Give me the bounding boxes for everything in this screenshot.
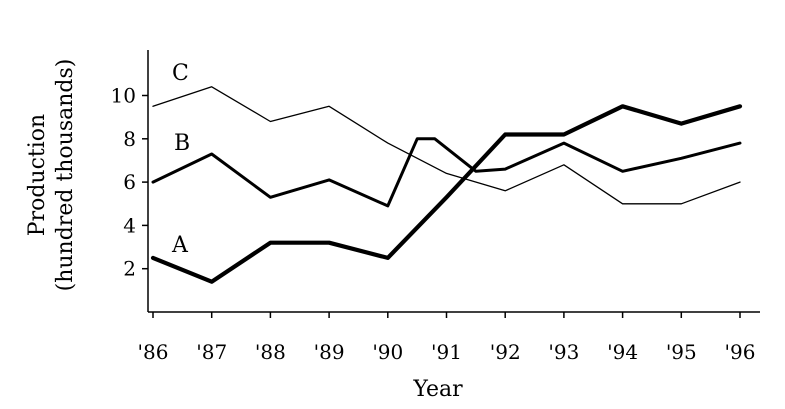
y-tick-label: 2 [123, 257, 136, 281]
x-tick-label: '89 [314, 340, 345, 364]
x-tick-label: '86 [138, 340, 169, 364]
x-ticks: '86 '87 '88 '89 '90 '91 '92 '93 '94 '95 '96 [138, 312, 756, 364]
x-tick-label: '90 [372, 340, 403, 364]
y-tick-label: 8 [123, 127, 136, 151]
series-line-c [152, 86, 741, 205]
series-line-a [150, 104, 743, 284]
x-axis-label: Year [412, 377, 463, 402]
series-line-b [151, 137, 742, 208]
y-axis-label-line1: Production [25, 114, 50, 236]
y-tick-label: 10 [111, 84, 136, 108]
series-label-c: C [172, 61, 189, 86]
chart-axes [147, 50, 760, 313]
x-tick-label: '94 [607, 340, 638, 364]
y-ticks: 2 4 6 8 10 [111, 84, 148, 281]
x-tick-label: '91 [431, 340, 462, 364]
series-label-a: A [171, 233, 189, 258]
series-label-b: B [174, 131, 190, 156]
x-tick-label: '92 [490, 340, 521, 364]
x-tick-label: '96 [725, 340, 756, 364]
x-tick-label: '87 [196, 340, 227, 364]
x-tick-label: '93 [548, 340, 579, 364]
y-axis-label-line2: (hundred thousands) [53, 59, 78, 292]
x-tick-label: '88 [255, 340, 286, 364]
y-tick-label: 4 [123, 213, 136, 237]
series-labels: A B C [171, 61, 190, 258]
x-tick-label: '95 [666, 340, 697, 364]
y-tick-label: 6 [123, 170, 136, 194]
series-lines [150, 86, 743, 284]
